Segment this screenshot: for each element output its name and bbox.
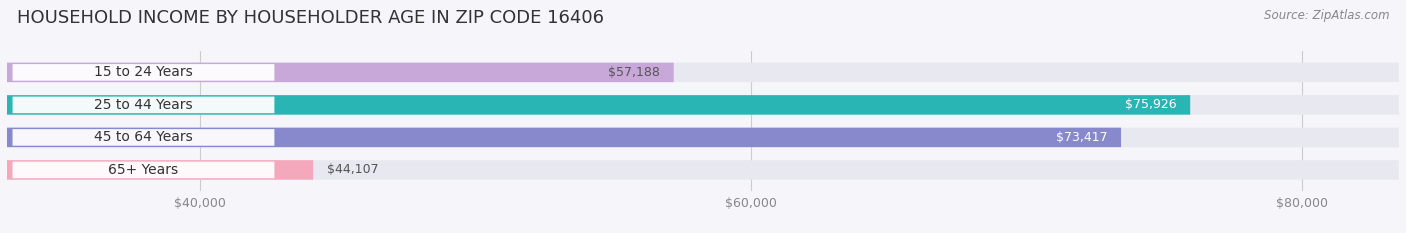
- FancyBboxPatch shape: [7, 63, 1399, 82]
- Text: Source: ZipAtlas.com: Source: ZipAtlas.com: [1264, 9, 1389, 22]
- FancyBboxPatch shape: [7, 95, 1399, 115]
- Text: 45 to 64 Years: 45 to 64 Years: [94, 130, 193, 144]
- Text: 25 to 44 Years: 25 to 44 Years: [94, 98, 193, 112]
- Text: $73,417: $73,417: [1056, 131, 1108, 144]
- FancyBboxPatch shape: [13, 129, 274, 146]
- FancyBboxPatch shape: [7, 160, 1399, 180]
- FancyBboxPatch shape: [0, 63, 673, 82]
- Text: $57,188: $57,188: [607, 66, 659, 79]
- Text: $75,926: $75,926: [1125, 98, 1177, 111]
- Text: 65+ Years: 65+ Years: [108, 163, 179, 177]
- Text: HOUSEHOLD INCOME BY HOUSEHOLDER AGE IN ZIP CODE 16406: HOUSEHOLD INCOME BY HOUSEHOLDER AGE IN Z…: [17, 9, 603, 27]
- FancyBboxPatch shape: [0, 95, 1191, 115]
- Text: 15 to 24 Years: 15 to 24 Years: [94, 65, 193, 79]
- FancyBboxPatch shape: [13, 97, 274, 113]
- FancyBboxPatch shape: [0, 160, 314, 180]
- Text: $44,107: $44,107: [328, 163, 378, 176]
- FancyBboxPatch shape: [0, 128, 1121, 147]
- FancyBboxPatch shape: [13, 64, 274, 81]
- FancyBboxPatch shape: [13, 162, 274, 178]
- FancyBboxPatch shape: [7, 128, 1399, 147]
